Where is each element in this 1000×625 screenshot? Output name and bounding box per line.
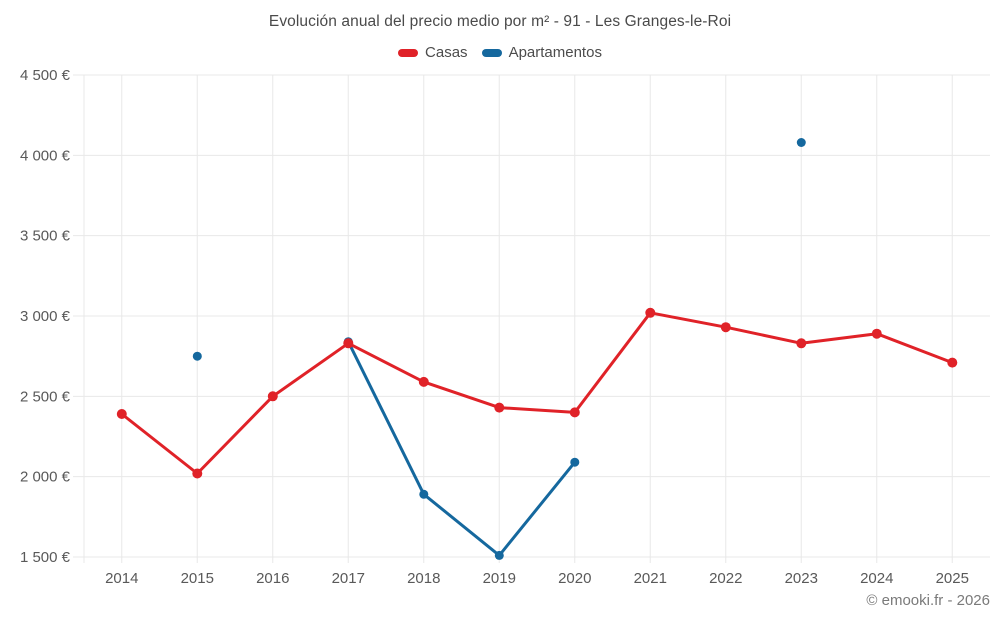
y-axis-label: 3 000 € (20, 308, 71, 325)
x-axis-label: 2021 (634, 570, 667, 587)
apartamentos-legend-label: Apartamentos (508, 44, 602, 61)
point-casas-2024[interactable] (871, 328, 882, 339)
point-apartamentos-2018[interactable] (419, 489, 429, 499)
x-axis-label: 2018 (407, 570, 440, 587)
x-axis-label: 2016 (256, 570, 289, 587)
x-axis-label: 2014 (105, 570, 138, 587)
legend-item-casas[interactable]: Casas (398, 44, 468, 61)
chart-title: Evolución anual del precio medio por m² … (268, 13, 732, 30)
chart-legend: Casas Apartamentos (0, 44, 1000, 61)
x-axis-label: 2022 (709, 570, 742, 587)
point-apartamentos-2020[interactable] (570, 457, 580, 467)
y-axis-label: 4 500 € (20, 67, 71, 84)
copyright-footer: © emooki.fr - 2026 (866, 592, 990, 609)
y-axis-label: 2 500 € (20, 388, 71, 405)
y-axis-label: 1 500 € (20, 549, 71, 566)
point-apartamentos-2015[interactable] (192, 351, 202, 361)
point-casas-2020[interactable] (569, 407, 580, 418)
casas-legend-label: Casas (425, 44, 468, 61)
y-axis-label: 3 500 € (20, 228, 71, 245)
point-casas-2016[interactable] (267, 391, 278, 402)
point-casas-2019[interactable] (494, 402, 505, 413)
point-casas-2022[interactable] (720, 322, 731, 333)
x-axis-label: 2015 (181, 570, 214, 587)
point-apartamentos-2019[interactable] (494, 550, 504, 560)
casas-legend-swatch (398, 48, 419, 57)
x-axis-label: 2017 (332, 570, 365, 587)
x-axis-label: 2020 (558, 570, 591, 587)
point-apartamentos-2023[interactable] (796, 138, 806, 147)
point-casas-2018[interactable] (418, 376, 429, 387)
point-casas-2021[interactable] (645, 307, 656, 318)
point-casas-2025[interactable] (947, 357, 958, 368)
point-casas-2014[interactable] (116, 409, 127, 419)
apartamentos-legend-swatch (481, 48, 502, 57)
series-line-casas (120, 311, 954, 475)
x-axis-label: 2024 (860, 570, 893, 587)
y-axis-label: 4 000 € (20, 147, 71, 164)
point-casas-2017[interactable] (343, 338, 354, 349)
x-axis-label: 2019 (483, 570, 516, 587)
legend-item-apartamentos[interactable]: Apartamentos (481, 44, 602, 61)
y-axis-label: 2 000 € (20, 469, 71, 486)
point-casas-2015[interactable] (192, 468, 203, 479)
point-casas-2023[interactable] (796, 338, 807, 349)
x-axis-label: 2025 (936, 570, 969, 587)
x-axis-label: 2023 (785, 570, 818, 587)
